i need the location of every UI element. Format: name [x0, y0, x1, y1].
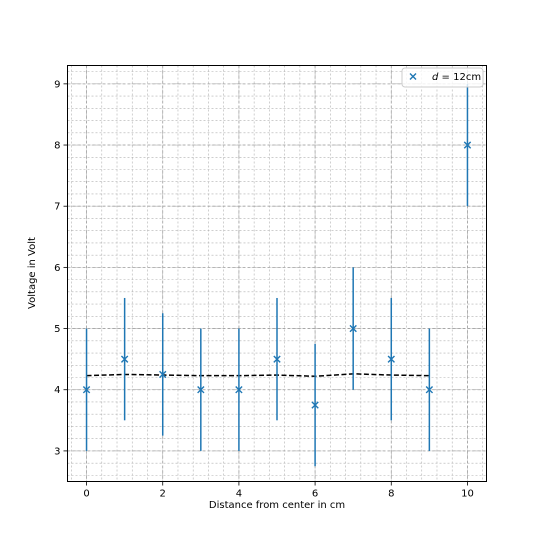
marker-stroke — [463, 141, 472, 149]
data-point-x-marker — [235, 386, 243, 394]
data-point-x-marker — [159, 370, 167, 379]
x-tick-label: 8 — [388, 489, 394, 500]
legend-marker-icon — [409, 73, 417, 80]
y-axis-label: Voltage in Volt — [27, 237, 38, 309]
y-tick-label: 6 — [54, 263, 60, 274]
y-tick-label: 9 — [54, 79, 60, 90]
y-tick-label: 3 — [54, 446, 60, 457]
y-tick-label: 7 — [54, 202, 60, 213]
data-point-x-marker — [425, 386, 434, 394]
legend: d = 12cm — [401, 67, 484, 88]
marker-stroke — [82, 386, 91, 394]
data-point-x-marker — [349, 324, 357, 333]
y-tick-label: 4 — [54, 385, 60, 396]
y-tick-label: 8 — [54, 141, 60, 152]
y-axis-ticks: 3 4 5 6 7 8 9 — [54, 79, 68, 457]
marker-stroke — [235, 386, 243, 394]
marker-stroke — [159, 370, 167, 379]
data-point-x-marker — [120, 355, 129, 363]
x-tick-label: 6 — [312, 489, 318, 500]
legend-label-value: = 12cm — [438, 72, 481, 83]
marker-stroke — [425, 386, 434, 394]
marker-stroke — [311, 401, 319, 409]
x-tick-label: 0 — [83, 489, 89, 500]
legend-box — [401, 67, 484, 88]
marker-stroke — [273, 355, 281, 363]
x-tick-label: 2 — [160, 489, 166, 500]
marker-stroke — [197, 386, 205, 394]
marker-group — [82, 141, 472, 409]
x-tick-label: 10 — [461, 489, 474, 500]
data-point-x-marker — [387, 355, 395, 363]
fit-line — [86, 373, 430, 378]
legend-label-variable: d — [432, 72, 439, 83]
data-point-x-marker — [273, 355, 281, 363]
data-point-x-marker — [311, 401, 319, 409]
plot-frame — [67, 65, 487, 482]
x-axis-ticks: 0 2 4 6 8 10 — [83, 481, 474, 500]
x-tick-label: 4 — [236, 489, 242, 500]
data-point-x-marker — [463, 141, 472, 149]
data-point-x-marker — [82, 386, 91, 394]
fit-line-group — [86, 373, 430, 378]
data-point-x-marker — [197, 386, 205, 394]
marker-stroke — [349, 324, 357, 333]
marker-stroke — [387, 355, 395, 363]
x-axis-label: Distance from center in cm — [209, 500, 345, 511]
marker-stroke — [120, 355, 129, 363]
legend-label: d = 12cm — [432, 72, 481, 83]
y-tick-label: 5 — [54, 324, 60, 335]
